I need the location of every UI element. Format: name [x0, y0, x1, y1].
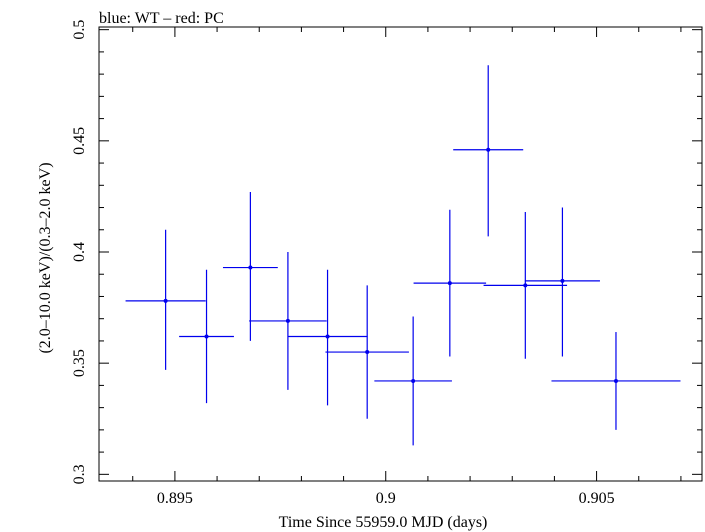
- data-point: [285, 318, 290, 323]
- data-point: [560, 278, 565, 283]
- x-tick-label: 0.9: [376, 490, 396, 507]
- data-point: [325, 334, 330, 339]
- y-tick-label: 0.5: [71, 20, 88, 40]
- y-tick-label: 0.35: [71, 349, 88, 377]
- data-point: [613, 378, 618, 383]
- data-point: [204, 334, 209, 339]
- data-point: [486, 147, 491, 152]
- series-layer: [125, 65, 681, 446]
- data-point: [411, 378, 416, 383]
- chart-title: blue: WT – red: PC: [99, 10, 224, 27]
- ticks-layer: 0.895 0.9 0.905 0.3 0.35 0.4 0.45 0.5: [71, 20, 702, 507]
- data-point: [248, 265, 253, 270]
- data-point: [447, 281, 452, 286]
- x-axis-title: Time Since 55959.0 MJD (days): [279, 514, 488, 531]
- y-tick-label: 0.45: [71, 127, 88, 155]
- data-point: [523, 283, 528, 288]
- x-tick-label: 0.895: [157, 490, 193, 507]
- y-tick-label: 0.4: [71, 242, 88, 262]
- y-axis-title: (2.0–10.0 keV)/(0.3–2.0 keV): [37, 162, 54, 353]
- data-point: [163, 298, 168, 303]
- plot-frame: [98, 26, 703, 482]
- x-tick-label: 0.905: [579, 490, 615, 507]
- y-tick-label: 0.3: [71, 464, 88, 484]
- data-point: [365, 350, 370, 355]
